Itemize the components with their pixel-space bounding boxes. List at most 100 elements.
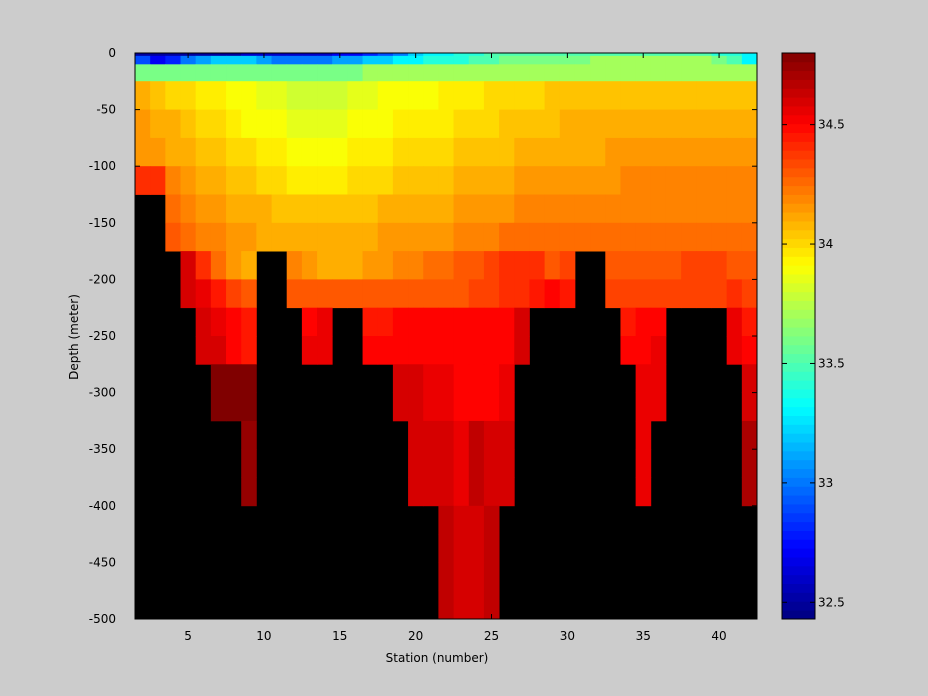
heatmap-cell bbox=[423, 477, 439, 507]
heatmap-cell bbox=[423, 364, 439, 393]
y-tick-label: -100 bbox=[89, 159, 116, 173]
heatmap-cell bbox=[332, 279, 348, 309]
heatmap-cell bbox=[514, 64, 530, 82]
heatmap-cell bbox=[210, 251, 227, 280]
heatmap-cell bbox=[483, 109, 500, 139]
heatmap-cell bbox=[468, 562, 485, 592]
heatmap-cell bbox=[499, 222, 515, 252]
heatmap-cell bbox=[392, 109, 409, 139]
heatmap-cell bbox=[741, 55, 758, 65]
heatmap-cell bbox=[681, 194, 697, 224]
heatmap-cell bbox=[620, 336, 637, 365]
heatmap-cell bbox=[180, 166, 197, 195]
heatmap-cell bbox=[635, 64, 652, 82]
heatmap-cell bbox=[165, 53, 181, 57]
heatmap-cell bbox=[438, 166, 454, 195]
heatmap-cell bbox=[377, 64, 394, 82]
heatmap-cell bbox=[408, 336, 424, 365]
heatmap-cell bbox=[392, 392, 409, 422]
colorbar-swatch bbox=[782, 362, 815, 372]
heatmap-cell bbox=[544, 64, 561, 82]
heatmap-cell bbox=[483, 222, 500, 252]
heatmap-cell bbox=[741, 392, 758, 422]
heatmap-cell bbox=[635, 279, 652, 309]
heatmap-cell bbox=[681, 279, 697, 309]
heatmap-cell bbox=[681, 64, 697, 82]
heatmap-cell bbox=[362, 81, 379, 110]
colorbar-swatch bbox=[782, 61, 815, 72]
heatmap-cell bbox=[195, 55, 212, 65]
heatmap-cell bbox=[241, 449, 257, 478]
heatmap-cell bbox=[135, 166, 151, 195]
y-tick-label: -500 bbox=[89, 612, 116, 626]
heatmap-cell bbox=[499, 420, 515, 450]
heatmap-cell bbox=[483, 166, 500, 195]
heatmap-cell bbox=[241, 251, 257, 280]
heatmap-cell bbox=[362, 222, 379, 252]
heatmap-cell bbox=[377, 137, 394, 167]
colorbar-swatch bbox=[782, 424, 815, 434]
heatmap-cell bbox=[635, 81, 652, 110]
heatmap-cell bbox=[347, 222, 363, 252]
heatmap-cell bbox=[392, 307, 409, 337]
heatmap-cell bbox=[210, 137, 227, 167]
heatmap-cell bbox=[332, 64, 348, 82]
colorbar-swatch bbox=[782, 141, 815, 151]
y-tick-label: -50 bbox=[96, 103, 116, 117]
heatmap-cell bbox=[483, 55, 500, 65]
heatmap-cell bbox=[483, 590, 500, 620]
heatmap-cell bbox=[180, 109, 197, 139]
heatmap-cell bbox=[241, 53, 257, 57]
heatmap-cell bbox=[590, 81, 606, 110]
heatmap-cell bbox=[392, 194, 409, 224]
heatmap-cell bbox=[514, 336, 530, 365]
heatmap-cell bbox=[408, 222, 424, 252]
heatmap-cell bbox=[741, 166, 758, 195]
heatmap-cell bbox=[620, 53, 637, 57]
heatmap-cell bbox=[635, 55, 652, 65]
heatmap-cell bbox=[590, 194, 606, 224]
heatmap-cell bbox=[347, 194, 363, 224]
heatmap-cell bbox=[438, 505, 454, 535]
colorbar-frame bbox=[781, 52, 816, 620]
heatmap-cell bbox=[726, 194, 743, 224]
heatmap-cell bbox=[741, 194, 758, 224]
heatmap-cell bbox=[165, 55, 181, 65]
heatmap-cell bbox=[620, 251, 637, 280]
heatmap-cell bbox=[483, 534, 500, 563]
heatmap-cell bbox=[650, 137, 667, 167]
heatmap-cell bbox=[180, 81, 197, 110]
heatmap-cell bbox=[317, 137, 333, 167]
colorbar-swatch bbox=[782, 114, 815, 125]
heatmap-cell bbox=[620, 55, 637, 65]
heatmap-cell bbox=[226, 251, 242, 280]
heatmap-cell bbox=[741, 53, 758, 57]
heatmap-cell bbox=[301, 166, 318, 195]
heatmap-cell bbox=[681, 109, 697, 139]
heatmap-cell bbox=[559, 279, 576, 309]
heatmap-cell bbox=[453, 534, 470, 563]
colorbar-swatch bbox=[782, 88, 815, 98]
heatmap-cell bbox=[514, 81, 530, 110]
colorbar-swatch bbox=[782, 486, 815, 496]
heatmap-cell bbox=[544, 53, 561, 57]
y-axis-label: Depth (meter) bbox=[67, 294, 81, 380]
heatmap-cell bbox=[453, 251, 470, 280]
heatmap-cell bbox=[347, 64, 363, 82]
heatmap-cell bbox=[423, 251, 439, 280]
colorbar-swatch bbox=[782, 344, 815, 355]
heatmap-cell bbox=[210, 64, 227, 82]
heatmap-cell bbox=[256, 81, 272, 110]
heatmap-cell bbox=[453, 81, 470, 110]
heatmap-cell bbox=[711, 109, 728, 139]
heatmap-cell bbox=[499, 64, 515, 82]
heatmap-cell bbox=[423, 81, 439, 110]
heatmap-cell bbox=[408, 64, 424, 82]
heatmap-cell bbox=[650, 336, 667, 365]
heatmap-cell bbox=[726, 64, 743, 82]
heatmap-cell bbox=[423, 449, 439, 478]
heatmap-cell bbox=[468, 336, 485, 365]
heatmap-cell bbox=[286, 166, 303, 195]
heatmap-cell bbox=[317, 307, 333, 337]
heatmap-cell bbox=[483, 194, 500, 224]
